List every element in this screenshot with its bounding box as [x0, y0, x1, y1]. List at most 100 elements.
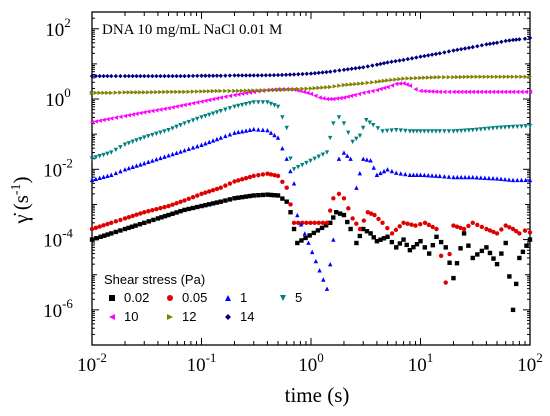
- data-point: [195, 116, 200, 122]
- data-point: [178, 208, 183, 214]
- data-point: [519, 124, 524, 129]
- data-point: [232, 179, 237, 184]
- data-point: [146, 134, 151, 139]
- data-point: [243, 73, 249, 78]
- series-14: [89, 35, 533, 79]
- data-point: [300, 71, 305, 77]
- data-point: [466, 174, 472, 180]
- data-point: [414, 172, 420, 177]
- data-point: [397, 81, 403, 86]
- data-point: [203, 202, 208, 208]
- data-point: [354, 240, 359, 246]
- data-point: [118, 90, 123, 95]
- data-point: [130, 164, 135, 170]
- data-series: [89, 35, 533, 313]
- data-point: [357, 65, 362, 71]
- data-point: [466, 223, 471, 229]
- legend-item-12: 12: [167, 309, 196, 324]
- data-point: [324, 150, 330, 155]
- data-point: [418, 238, 423, 244]
- data-point: [296, 86, 301, 92]
- data-point: [178, 89, 183, 95]
- data-point: [337, 68, 342, 73]
- data-point: [364, 117, 369, 123]
- data-point: [199, 115, 204, 120]
- data-point: [498, 176, 504, 182]
- data-point: [279, 87, 285, 93]
- x-tick-label: 100: [298, 350, 324, 376]
- data-point: [247, 174, 253, 180]
- data-point: [265, 100, 270, 105]
- data-point: [295, 240, 300, 246]
- data-point: [109, 90, 114, 96]
- data-point: [433, 89, 439, 94]
- data-point: [404, 82, 409, 87]
- data-point: [327, 135, 333, 141]
- data-point: [405, 221, 410, 226]
- data-point: [426, 251, 432, 256]
- data-point: [357, 233, 363, 239]
- data-point: [411, 244, 416, 250]
- data-point: [381, 60, 387, 66]
- data-point: [503, 223, 508, 228]
- data-point: [522, 36, 528, 41]
- data-point: [210, 138, 216, 143]
- data-point: [368, 158, 373, 163]
- data-point: [122, 142, 128, 147]
- data-point: [203, 190, 208, 195]
- data-point: [374, 87, 380, 93]
- data-point: [109, 220, 114, 226]
- data-point: [251, 88, 256, 93]
- data-point: [236, 88, 241, 94]
- data-point: [150, 108, 155, 114]
- data-point: [523, 89, 528, 95]
- data-point: [345, 94, 350, 99]
- data-point: [299, 238, 304, 243]
- data-point: [154, 108, 159, 113]
- data-point: [223, 107, 228, 112]
- data-point: [422, 53, 427, 59]
- data-point: [414, 241, 420, 247]
- data-point: [105, 173, 110, 178]
- data-point: [498, 89, 504, 95]
- data-point: [446, 129, 452, 134]
- data-point: [305, 90, 310, 96]
- data-point: [232, 196, 237, 201]
- data-point: [162, 106, 167, 112]
- data-point: [354, 136, 359, 142]
- legend-marker: [225, 295, 231, 301]
- data-point: [265, 192, 270, 197]
- data-point: [199, 89, 204, 94]
- data-point: [227, 106, 233, 111]
- data-point: [291, 226, 297, 232]
- data-point: [527, 177, 533, 183]
- data-point: [97, 154, 102, 159]
- data-point: [352, 92, 357, 98]
- data-point: [243, 102, 249, 107]
- data-point: [101, 174, 106, 180]
- data-point: [93, 176, 99, 182]
- data-point: [413, 87, 418, 92]
- data-point: [474, 127, 479, 133]
- data-point: [243, 90, 249, 96]
- data-point: [298, 222, 304, 227]
- data-point: [451, 275, 456, 281]
- data-point: [126, 225, 131, 231]
- data-point: [499, 227, 504, 232]
- data-point: [199, 142, 204, 147]
- legend-item-5: 5: [280, 290, 302, 305]
- data-point: [381, 168, 387, 174]
- data-point: [361, 90, 366, 96]
- data-point: [195, 73, 200, 79]
- data-point: [451, 89, 456, 95]
- data-point: [426, 129, 431, 134]
- data-point: [316, 70, 321, 76]
- data-point: [313, 93, 318, 98]
- data-point: [97, 118, 102, 123]
- data-point: [466, 74, 472, 80]
- data-point: [498, 74, 504, 79]
- data-point: [353, 66, 358, 71]
- data-point: [328, 69, 333, 74]
- data-point: [510, 89, 516, 95]
- data-point: [130, 213, 135, 219]
